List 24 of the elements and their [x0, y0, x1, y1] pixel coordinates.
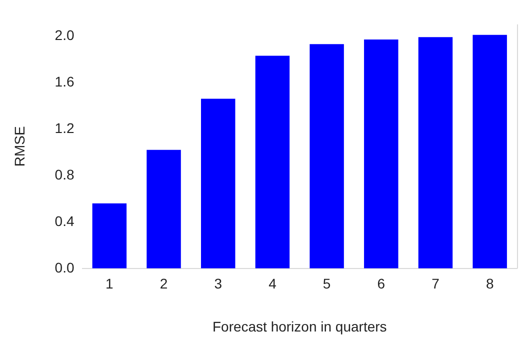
- x-tick-label: 1: [106, 276, 114, 292]
- bar: [255, 56, 290, 268]
- y-tick-label: 1.6: [54, 73, 74, 90]
- y-tick-label: 0.4: [54, 212, 74, 229]
- bar: [418, 37, 453, 268]
- x-tick-label: 3: [214, 276, 222, 292]
- x-tick-label: 8: [486, 276, 494, 292]
- x-tick-label: 2: [160, 276, 168, 292]
- y-tick-label: 2.0: [54, 26, 74, 43]
- x-tick-label: 4: [268, 276, 277, 292]
- x-axis-title: Forecast horizon in quarters: [212, 318, 387, 334]
- y-tick-label: 0.8: [54, 166, 74, 182]
- bar: [92, 203, 127, 268]
- bar: [201, 98, 236, 268]
- y-tick-label: 0.0: [54, 259, 74, 276]
- bar: [146, 150, 181, 268]
- x-tick-label: 7: [432, 276, 440, 292]
- bar: [472, 34, 507, 268]
- bar: [310, 44, 344, 268]
- bar: [364, 40, 398, 268]
- x-tick-label: 6: [377, 276, 386, 292]
- y-axis-title: RMSE: [11, 126, 28, 167]
- y-tick-label: 1.2: [54, 120, 74, 136]
- x-tick-label: 5: [322, 276, 331, 292]
